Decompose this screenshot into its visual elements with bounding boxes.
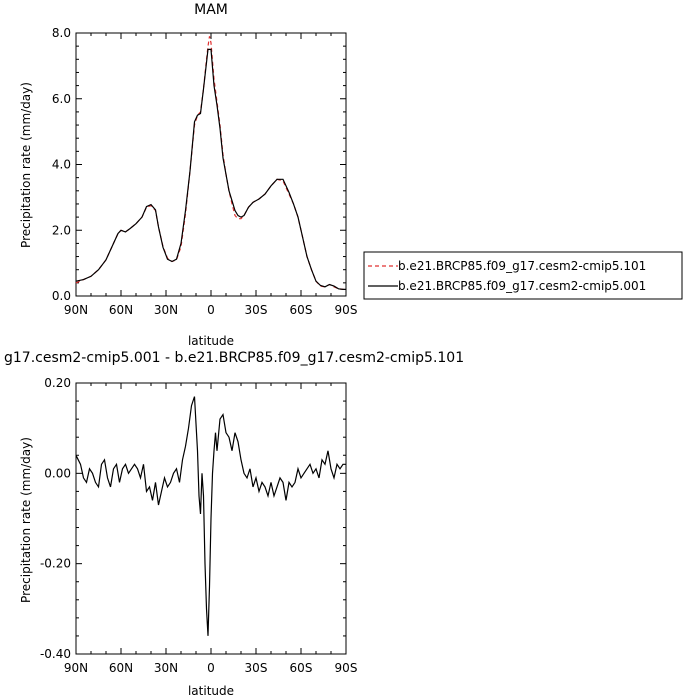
x-tick-label: 60N: [109, 661, 133, 675]
y-tick-label: 2.0: [52, 223, 71, 237]
y-tick-label: 0.0: [52, 289, 71, 303]
bottom-chart-title: g17.cesm2-cmip5.001 - b.e21.BRCP85.f09_g…: [4, 350, 464, 366]
x-tick-label: 90N: [64, 661, 88, 675]
bottom-plot-area: [75, 396, 346, 636]
legend: b.e21.BRCP85.f09_g17.cesm2-cmip5.101 b.e…: [363, 251, 683, 300]
series-line-1: [75, 396, 346, 636]
x-tick-label: 0: [207, 303, 215, 317]
legend-label-series-1: b.e21.BRCP85.f09_g17.cesm2-cmip5.101: [398, 259, 646, 273]
y-tick-label: 0.00: [44, 466, 71, 480]
bottom-y-axis: -0.40 -0.20 0.00 0.20: [40, 376, 346, 661]
y-tick-label: -0.40: [40, 647, 71, 661]
y-tick-label: 8.0: [52, 26, 71, 40]
x-tick-label: 90S: [335, 303, 358, 317]
series-line-2: [75, 48, 346, 290]
legend-label-series-2: b.e21.BRCP85.f09_g17.cesm2-cmip5.001: [398, 279, 646, 293]
top-x-axis: 90N 60N 30N 0 30S 60S 90S: [64, 33, 358, 317]
top-chart-title: MAM: [194, 2, 228, 18]
top-plot-frame: [75, 32, 347, 297]
bottom-x-axis-label: latitude: [188, 684, 234, 698]
mean-precipitation-chart: MAM 90N 60N 30N 0 30S 60S 90S 0.02.04.06.08.0 …: [19, 2, 683, 348]
difference-chart: g17.cesm2-cmip5.001 - b.e21.BRCP85.f09_g…: [4, 350, 464, 698]
x-tick-label: 60S: [290, 661, 313, 675]
y-tick-label: -0.20: [40, 557, 71, 571]
top-y-axis-label: Precipitation rate (mm/day): [19, 82, 33, 248]
y-tick-label: 4.0: [52, 158, 71, 172]
x-tick-label: 60S: [290, 303, 313, 317]
x-tick-label: 30S: [245, 303, 268, 317]
top-y-axis: 0.0 2.0 4.0 6.0 8.0: [52, 26, 346, 303]
x-tick-label: 30S: [245, 661, 268, 675]
top-x-axis-label: latitude: [188, 334, 234, 348]
y-tick-label: 0.20: [44, 376, 71, 390]
x-tick-label: 90S: [335, 661, 358, 675]
x-tick-label: 0: [207, 661, 215, 675]
y-tick-label: 6.0: [52, 92, 71, 106]
x-tick-label: 30N: [154, 661, 178, 675]
x-tick-label: 30N: [154, 303, 178, 317]
bottom-x-axis: 90N 60N 30N 0 30S 60S 90S: [64, 383, 358, 675]
legend-box: [363, 251, 683, 300]
bottom-y-axis-label: Precipitation rate (mm/day): [19, 437, 33, 603]
top-plot-area: [75, 36, 346, 290]
x-tick-label: 60N: [109, 303, 133, 317]
x-tick-label: 90N: [64, 303, 88, 317]
